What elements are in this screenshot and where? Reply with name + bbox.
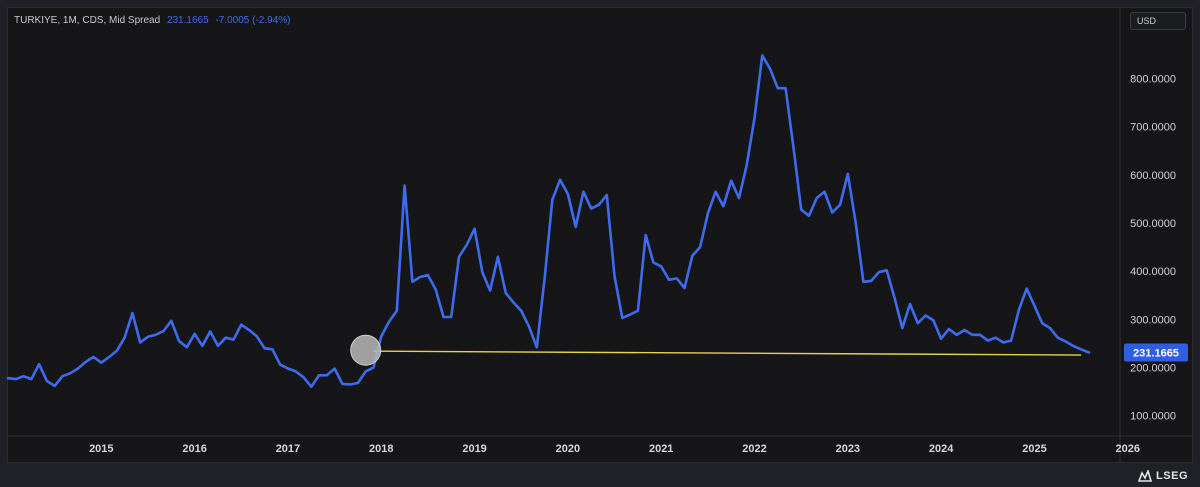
- last-value-label: 231.1665: [1133, 348, 1179, 360]
- y-tick-label: 600.0000: [1130, 170, 1176, 182]
- x-tick-label: 2019: [462, 443, 486, 455]
- last-price: 231.1665: [166, 15, 209, 26]
- footer-bar: [0, 466, 1200, 487]
- x-tick-label: 2017: [276, 443, 300, 455]
- x-tick-label: 2021: [649, 443, 673, 455]
- chart-header: TURKIYE, 1M, CDS, Mid Spread 231.1665 -7…: [14, 15, 290, 26]
- x-tick-label: 2018: [369, 443, 393, 455]
- y-tick-label: 500.0000: [1130, 218, 1176, 230]
- y-tick-label: 700.0000: [1130, 122, 1176, 134]
- x-tick-label: 2016: [182, 443, 206, 455]
- lseg-logo-icon: [1138, 470, 1153, 482]
- x-tick-label: 2024: [929, 443, 954, 455]
- x-tick-label: 2026: [1116, 443, 1140, 455]
- last-value-tag: [1124, 343, 1188, 362]
- currency-selector[interactable]: USD: [1130, 12, 1186, 30]
- x-tick-label: 2015: [89, 443, 113, 455]
- y-tick-label: 100.0000: [1130, 411, 1176, 423]
- drawing-marker: [350, 334, 382, 366]
- brand-logo: LSEG: [1138, 470, 1188, 482]
- brand-name: LSEG: [1156, 470, 1188, 482]
- y-tick-label: 800.0000: [1130, 74, 1176, 86]
- x-tick-label: 2020: [556, 443, 580, 455]
- x-tick-label: 2025: [1022, 443, 1046, 455]
- x-tick-label: 2022: [742, 443, 766, 455]
- y-tick-label: 400.0000: [1130, 266, 1176, 278]
- chart-frame: [7, 7, 1193, 463]
- y-tick-label: 300.0000: [1130, 314, 1176, 326]
- x-tick-label: 2023: [836, 443, 860, 455]
- cds-series-line: [6, 54, 1091, 389]
- instrument-label: TURKIYE, 1M, CDS, Mid Spread: [14, 15, 161, 26]
- reference-line: [373, 350, 1082, 356]
- y-tick-label: 200.0000: [1130, 363, 1176, 375]
- price-change: -7.0005 (-2.94%): [215, 15, 291, 26]
